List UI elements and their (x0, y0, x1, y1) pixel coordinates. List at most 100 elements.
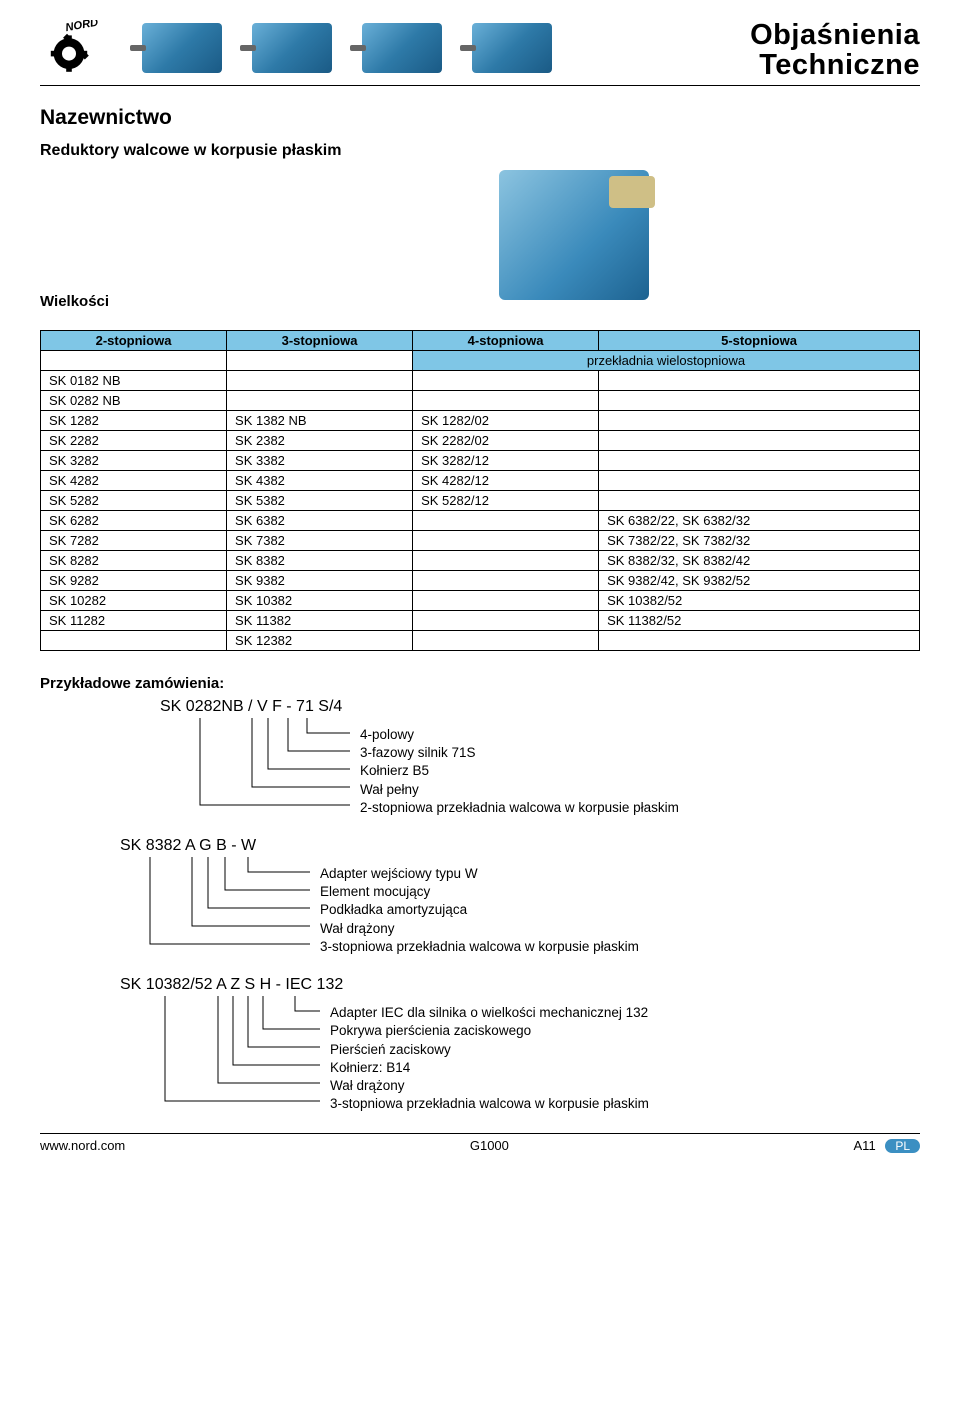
table-cell (413, 510, 599, 530)
table-row: SK 11282SK 11382 SK 11382/52 (41, 610, 920, 630)
table-cell: SK 3282 (41, 450, 227, 470)
col-4stop: 4-stopniowa (413, 330, 599, 350)
list-item: 2-stopniowa przekładnia walcowa w korpus… (360, 799, 920, 817)
table-cell (599, 630, 920, 650)
table-cell (413, 370, 599, 390)
table-row: SK 2282SK 2382SK 2282/02 (41, 430, 920, 450)
table-cell: SK 0282 NB (41, 390, 227, 410)
header-row: NORD Objaśnienia Techniczne (40, 20, 920, 81)
table-cell: SK 8382 (227, 550, 413, 570)
list-item: 3-fazowy silnik 71S (360, 744, 920, 762)
product-thumb-2 (252, 23, 332, 73)
table-cell: SK 5382 (227, 490, 413, 510)
list-item: Kołnierz B5 (360, 762, 920, 780)
table-cell: SK 2282 (41, 430, 227, 450)
list-item: Wał drążony (320, 920, 920, 938)
table-cell: SK 11282 (41, 610, 227, 630)
table-cell (227, 370, 413, 390)
table-row: SK 7282SK 7382 SK 7382/22, SK 7382/32 (41, 530, 920, 550)
product-thumb-1 (142, 23, 222, 73)
table-cell: SK 12382 (227, 630, 413, 650)
table-cell (599, 410, 920, 430)
table-cell (413, 590, 599, 610)
table-cell: SK 4282/12 (413, 470, 599, 490)
table-cell: SK 11382 (227, 610, 413, 630)
table-cell: SK 3382 (227, 450, 413, 470)
table-cell: SK 7382/22, SK 7382/32 (599, 530, 920, 550)
footer-page: A11 (854, 1138, 876, 1153)
table-row: SK 0282 NB (41, 390, 920, 410)
heading-wielkosci: Wielkości (40, 293, 109, 310)
list-item: 3-stopniowa przekładnia walcowa w korpus… (320, 938, 920, 956)
table-cell: SK 8382/32, SK 8382/42 (599, 550, 920, 570)
heading-reduktory: Reduktory walcowe w korpusie płaskim (40, 142, 920, 160)
table-row: SK 9282SK 9382 SK 9382/42, SK 9382/52 (41, 570, 920, 590)
sizes-table: 2-stopniowa 3-stopniowa 4-stopniowa 5-st… (40, 330, 920, 651)
table-cell (413, 570, 599, 590)
list-item: Podkładka amortyzująca (320, 901, 920, 919)
table-cell: SK 9282 (41, 570, 227, 590)
table-cell: SK 1282/02 (413, 410, 599, 430)
table-row: SK 10282SK 10382 SK 10382/52 (41, 590, 920, 610)
col-5stop: 5-stopniowa (599, 330, 920, 350)
table-cell (413, 390, 599, 410)
table-cell: SK 4382 (227, 470, 413, 490)
table-cell: SK 11382/52 (599, 610, 920, 630)
heading-nazewnictwo: Nazewnictwo (40, 106, 920, 130)
table-cell (599, 450, 920, 470)
table-cell: SK 10282 (41, 590, 227, 610)
table-header-row: 2-stopniowa 3-stopniowa 4-stopniowa 5-st… (41, 330, 920, 350)
page-title: Objaśnienia Techniczne (750, 20, 920, 81)
page-footer: www.nord.com G1000 A11 PL (40, 1133, 920, 1153)
examples-heading: Przykładowe zamówienia: (40, 675, 920, 692)
list-item: Pierścień zaciskowy (330, 1041, 920, 1059)
footer-right: A11 PL (854, 1138, 920, 1153)
subheader-text: przekładnia wielostopniowa (413, 350, 920, 370)
table-row: SK 8282SK 8382SK 8382/32, SK 8382/42 (41, 550, 920, 570)
list-item: Wał pełny (360, 781, 920, 799)
list-item: 3-stopniowa przekładnia walcowa w korpus… (330, 1095, 920, 1113)
table-cell: SK 4282 (41, 470, 227, 490)
table-row: SK 4282SK 4382SK 4282/12 (41, 470, 920, 490)
example-1: SK 0282NB / V F - 71 S/4 4-polowy 3-fazo… (40, 698, 920, 817)
table-cell: SK 10382/52 (599, 590, 920, 610)
nord-logo: NORD (40, 20, 112, 76)
table-cell (413, 610, 599, 630)
table-cell: SK 6382/22, SK 6382/32 (599, 510, 920, 530)
footer-url: www.nord.com (40, 1138, 125, 1153)
tree-lines-icon (160, 718, 360, 818)
tree-lines-icon (120, 996, 330, 1114)
table-cell: SK 7382 (227, 530, 413, 550)
table-cell: SK 2282/02 (413, 430, 599, 450)
list-item: Pokrywa pierścienia zaciskowego (330, 1022, 920, 1040)
table-cell (227, 390, 413, 410)
product-thumb-4 (472, 23, 552, 73)
list-item: Wał drążony (330, 1077, 920, 1095)
list-item: Kołnierz: B14 (330, 1059, 920, 1077)
table-cell (413, 630, 599, 650)
table-cell: SK 9382/42, SK 9382/52 (599, 570, 920, 590)
table-subheader-row: przekładnia wielostopniowa (41, 350, 920, 370)
table-cell (599, 370, 920, 390)
example-3-code: SK 10382/52 A Z S H - IEC 132 (120, 976, 920, 994)
hero-product-image (499, 170, 649, 300)
table-cell: SK 6282 (41, 510, 227, 530)
example-1-code: SK 0282NB / V F - 71 S/4 (160, 698, 920, 716)
table-cell: SK 10382 (227, 590, 413, 610)
table-cell (413, 550, 599, 570)
table-row: SK 1282SK 1382 NBSK 1282/02 (41, 410, 920, 430)
table-cell: SK 9382 (227, 570, 413, 590)
example-2: SK 8382 A G B - W Adapter wejściowy typu… (40, 837, 920, 956)
footer-docid: G1000 (470, 1138, 509, 1153)
col-3stop: 3-stopniowa (227, 330, 413, 350)
example-3: SK 10382/52 A Z S H - IEC 132 Adapter IE… (40, 976, 920, 1113)
logo-product-strip: NORD (40, 20, 552, 76)
list-item: Adapter IEC dla silnika o wielkości mech… (330, 1004, 920, 1022)
table-cell (599, 490, 920, 510)
table-cell: SK 2382 (227, 430, 413, 450)
table-row: SK 0182 NB (41, 370, 920, 390)
table-cell: SK 1282 (41, 410, 227, 430)
list-item: Adapter wejściowy typu W (320, 865, 920, 883)
table-cell: SK 7282 (41, 530, 227, 550)
table-cell: SK 5282/12 (413, 490, 599, 510)
